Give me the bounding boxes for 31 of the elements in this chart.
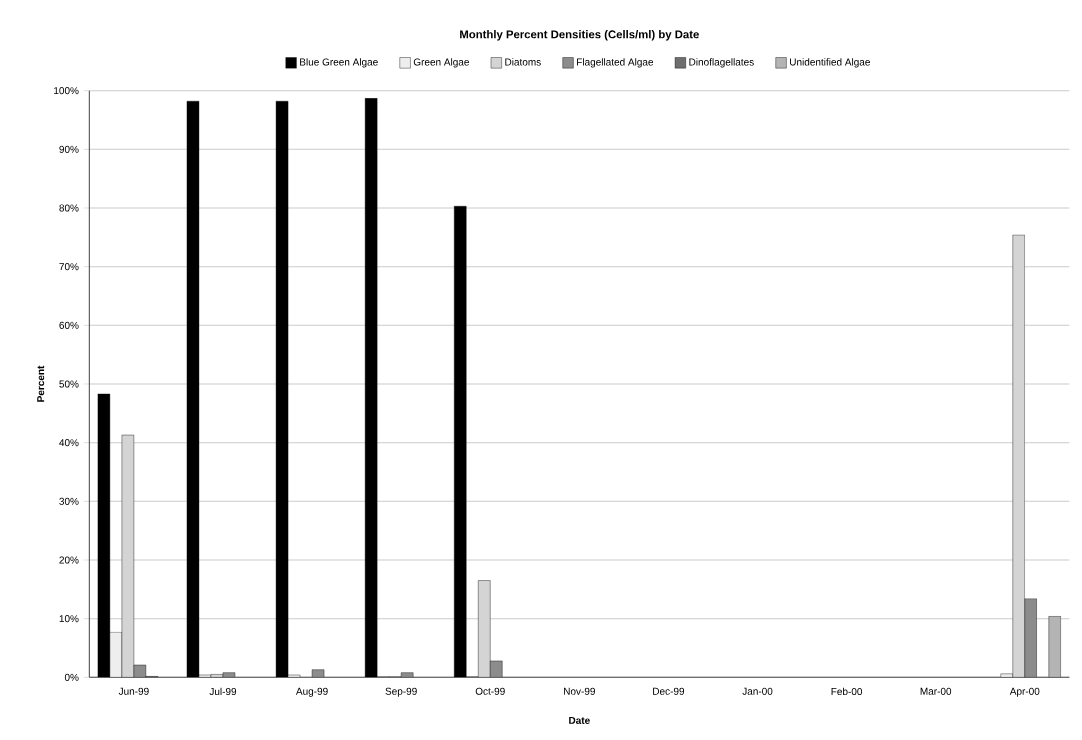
x-tick-label: Feb-00	[831, 687, 863, 696]
y-tick-label: 50%	[59, 380, 79, 388]
x-tick-label: Jul-99	[209, 687, 237, 696]
x-tick-label: Dec-99	[653, 687, 685, 695]
y-tick-label: 80%	[59, 204, 79, 212]
y-tick-label: 30%	[59, 497, 79, 505]
y-tick-label: 0%	[64, 673, 79, 681]
x-axis-title: Date	[569, 716, 590, 724]
y-tick-label: 60%	[59, 321, 79, 329]
x-tick-label: Apr-00	[1009, 687, 1040, 697]
x-tick-label: Mar-00	[920, 687, 952, 695]
y-tick-label: 20%	[59, 556, 79, 564]
y-tick-label: 10%	[59, 615, 79, 623]
y-tick-label: 70%	[59, 263, 79, 271]
legend-label: Flagellated Algae	[577, 58, 654, 68]
x-tick-label: Nov-99	[564, 687, 595, 695]
y-axis-title: Percent	[37, 365, 45, 402]
y-tick-label: 100%	[54, 87, 79, 95]
x-tick-label: Aug-99	[295, 687, 328, 697]
y-tick-label: 40%	[59, 439, 79, 447]
x-tick-label: Sep-99	[385, 687, 417, 697]
legend-label: Green Algae	[413, 58, 469, 68]
legend-label: Dinoflagellates	[689, 58, 754, 68]
legend-label: Blue Green Algae	[300, 58, 378, 68]
x-tick-label: Jan-00	[742, 687, 773, 695]
chart-title: Monthly Percent Densities (Cells/ml) by Date	[460, 30, 699, 41]
x-tick-label: Jun-99	[118, 687, 149, 695]
y-tick-label: 90%	[59, 145, 79, 153]
x-tick-label: Oct-99	[475, 687, 505, 695]
legend-label: Diatoms	[505, 58, 541, 66]
legend-label: Unidentified Algae	[790, 58, 870, 68]
